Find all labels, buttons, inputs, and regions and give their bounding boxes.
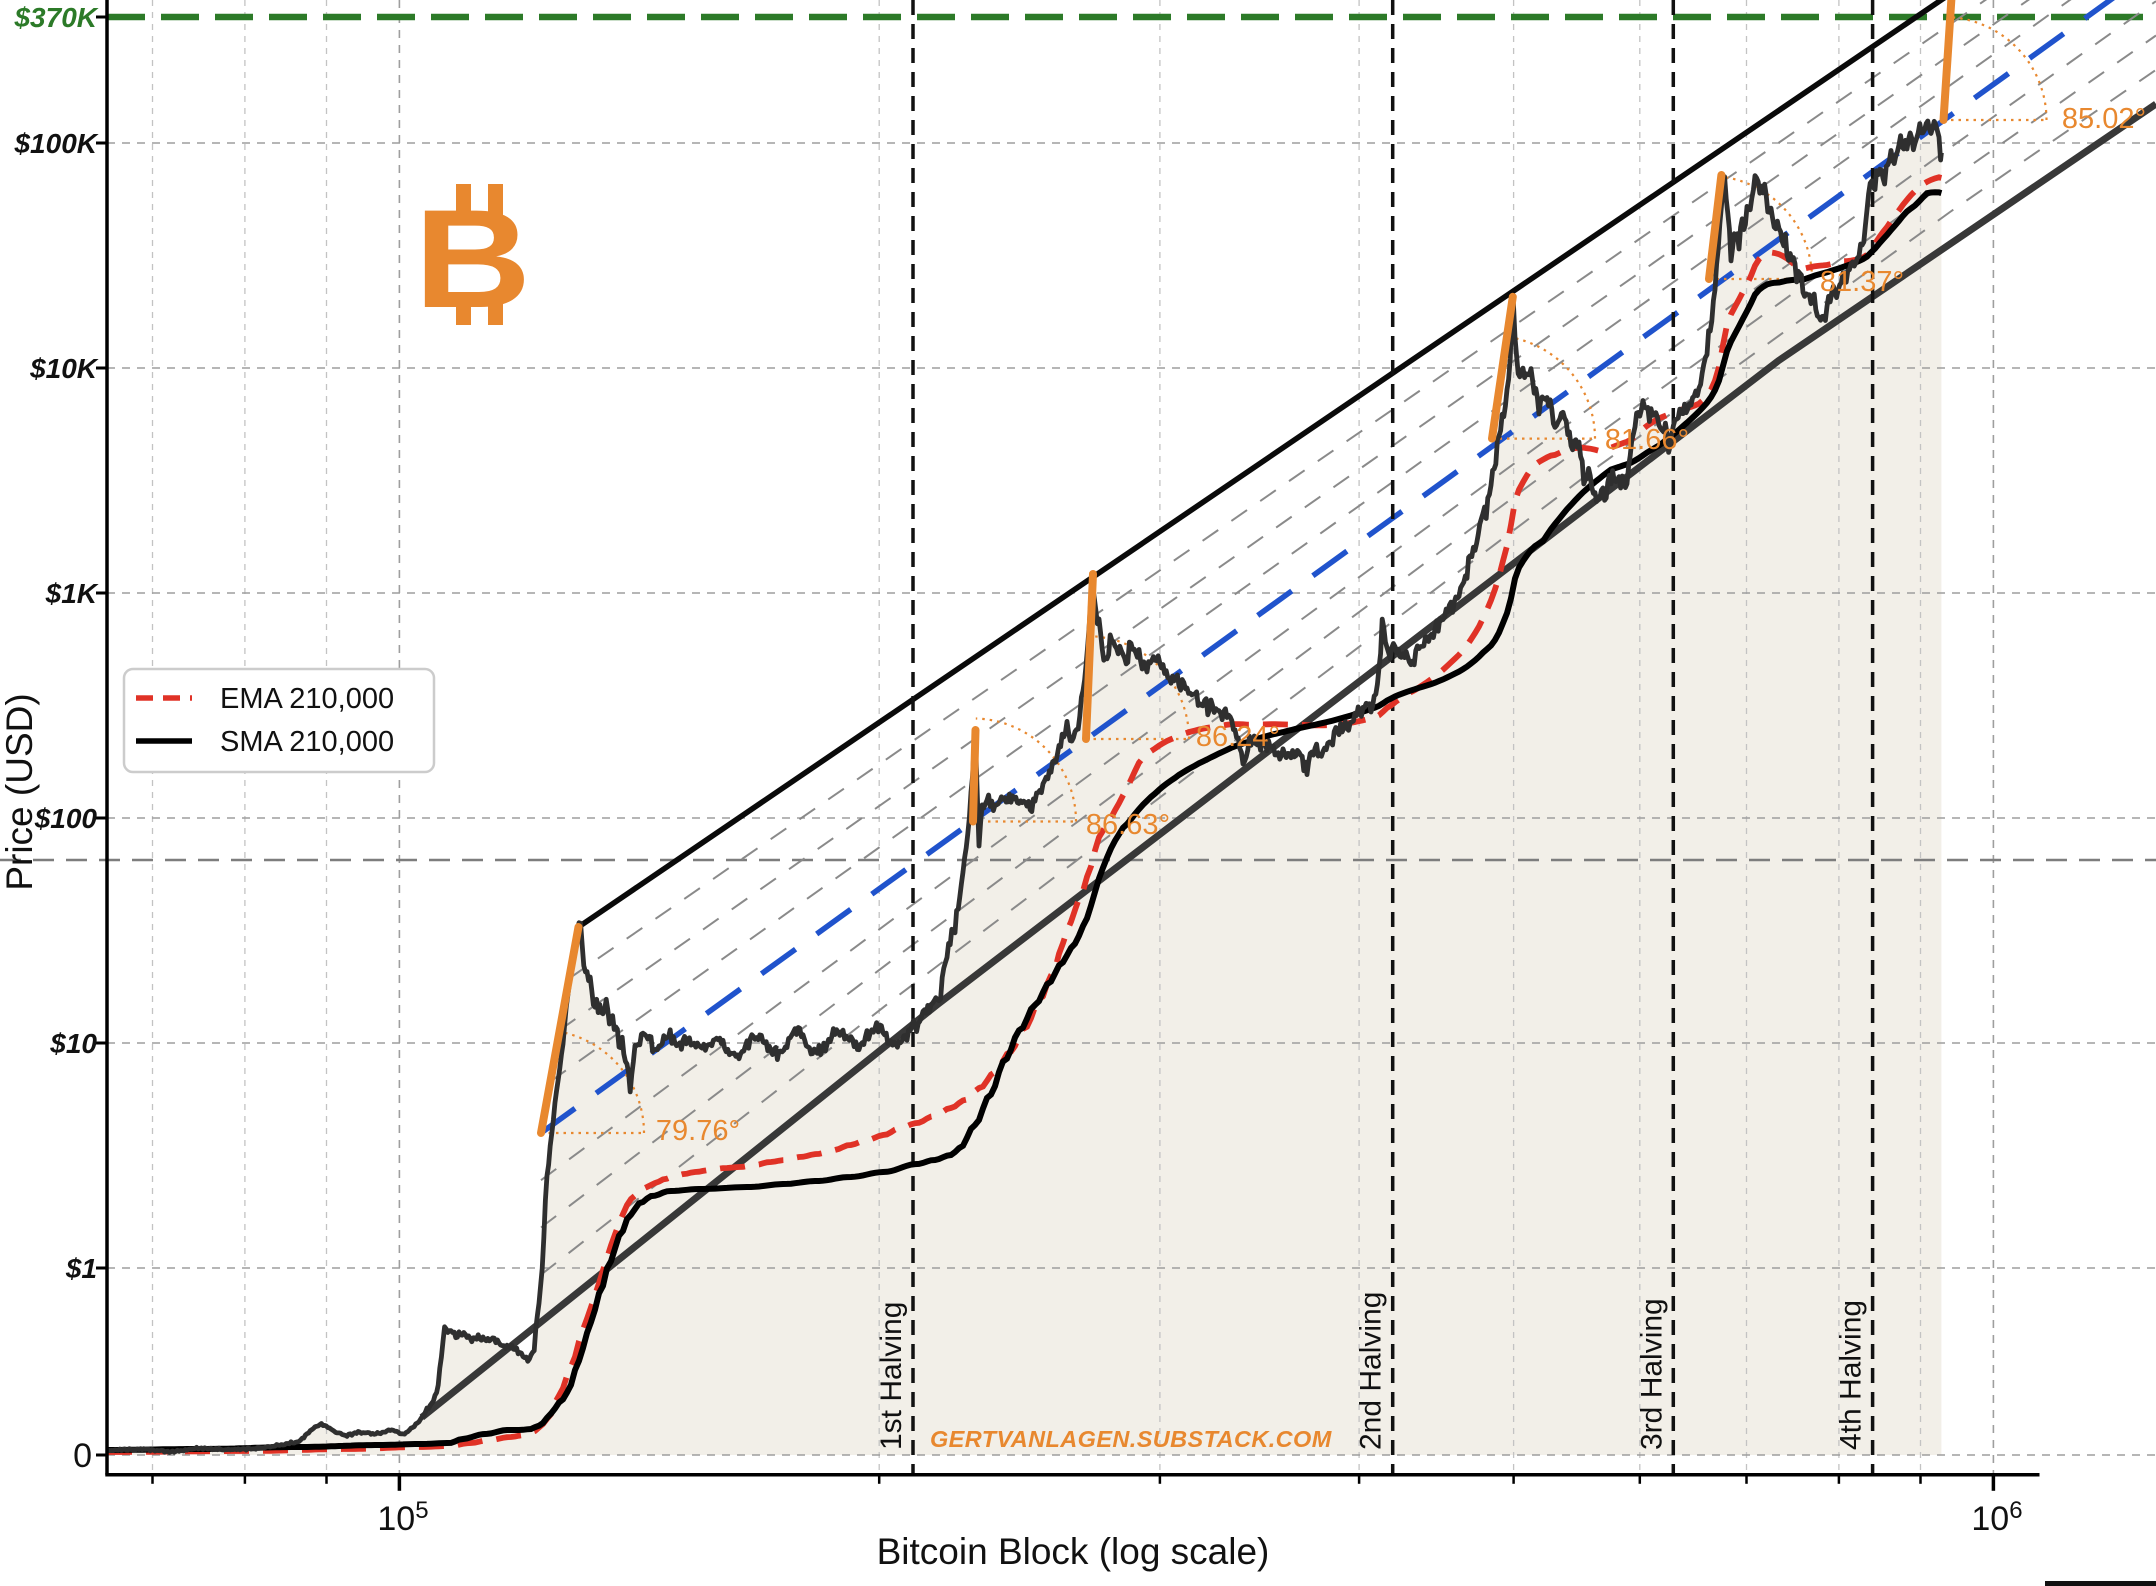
svg-text:1st Halving: 1st Halving	[875, 1302, 908, 1450]
svg-text:$10: $10	[49, 1028, 97, 1059]
svg-text:B: B	[414, 181, 531, 337]
svg-text:3rd Halving: 3rd Halving	[1635, 1298, 1668, 1450]
svg-text:81.66°: 81.66°	[1605, 424, 1689, 456]
svg-text:SMA 210,000: SMA 210,000	[220, 726, 394, 758]
svg-text:EMA 210,000: EMA 210,000	[220, 683, 394, 715]
svg-text:$370K: $370K	[13, 2, 98, 33]
svg-text:Price (USD): Price (USD)	[0, 693, 40, 890]
svg-text:$100: $100	[34, 803, 98, 834]
svg-text:$1K: $1K	[45, 578, 99, 609]
svg-text:79.76°: 79.76°	[656, 1115, 740, 1147]
svg-text:$10K: $10K	[29, 353, 99, 384]
svg-text:86.63°: 86.63°	[1086, 809, 1170, 841]
svg-text:86.24°: 86.24°	[1196, 721, 1280, 753]
svg-text:0: 0	[73, 1437, 92, 1475]
svg-text:81.37°: 81.37°	[1820, 266, 1904, 298]
svg-text:$1: $1	[65, 1253, 97, 1284]
svg-text:$100K: $100K	[13, 128, 98, 159]
svg-text:2nd Halving: 2nd Halving	[1355, 1292, 1388, 1450]
svg-text:Bitcoin Block (log scale): Bitcoin Block (log scale)	[877, 1531, 1270, 1572]
svg-text:4th Halving: 4th Halving	[1835, 1300, 1868, 1450]
svg-text:85.02°: 85.02°	[2062, 103, 2146, 135]
svg-text:GERTVANLAGEN.SUBSTACK.COM: GERTVANLAGEN.SUBSTACK.COM	[930, 1426, 1332, 1452]
